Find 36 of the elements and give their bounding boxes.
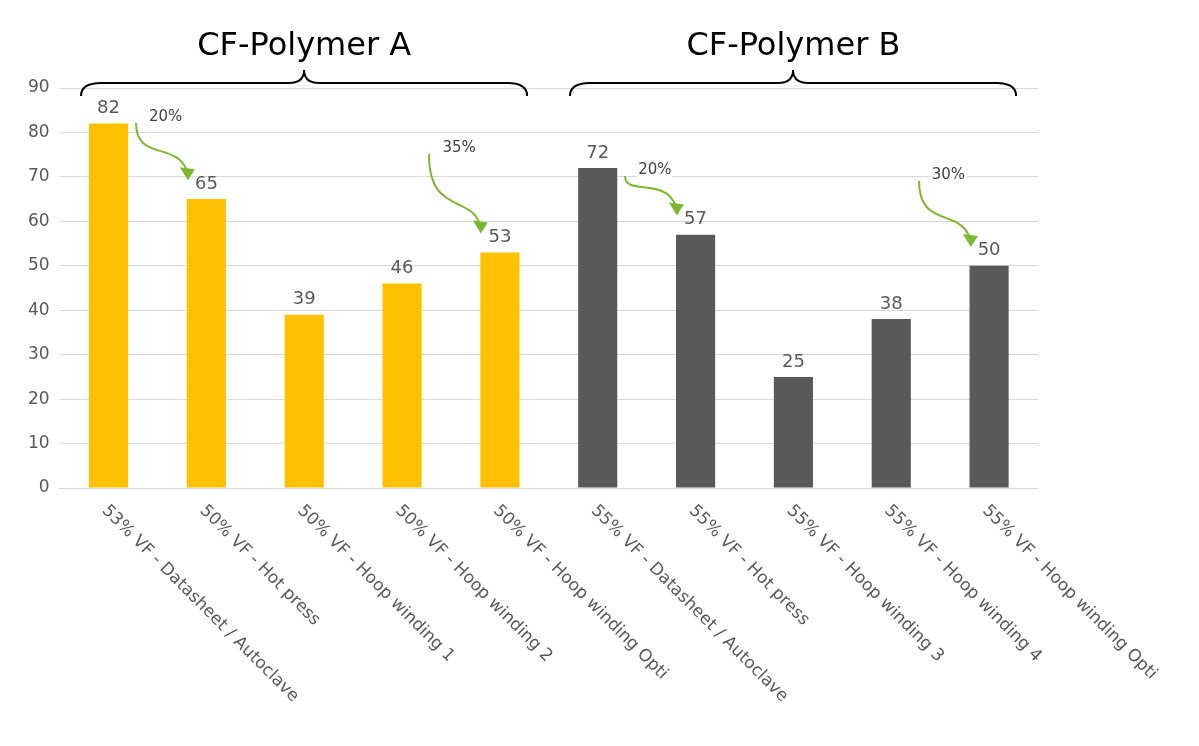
- y-tick-label: 70: [27, 165, 50, 186]
- bar: [969, 265, 1009, 488]
- y-tick-label: 0: [38, 476, 50, 497]
- y-tick-label: 40: [27, 298, 50, 319]
- bar: [871, 319, 911, 488]
- bar: [284, 314, 324, 488]
- bar: [578, 168, 618, 488]
- bar: [186, 199, 226, 488]
- data-label: 50: [977, 238, 1001, 260]
- bar: [676, 234, 716, 488]
- bar: [480, 252, 520, 488]
- annotation: 20%: [637, 160, 673, 179]
- bar: [88, 123, 129, 488]
- annotation: 30%: [930, 164, 966, 183]
- y-tick-label: 90: [27, 76, 50, 97]
- bar: [382, 283, 422, 488]
- annotation: 35%: [441, 138, 477, 156]
- text: CF-Polymer B: [685, 24, 902, 64]
- data-label: 57: [684, 207, 708, 229]
- data-label: 82: [97, 96, 120, 118]
- y-tick-label: 30: [27, 343, 50, 364]
- data-label: 65: [194, 171, 218, 193]
- bar: [773, 376, 813, 488]
- data-label: 38: [879, 291, 903, 313]
- data-label: 39: [292, 287, 316, 309]
- data-label: 46: [390, 256, 414, 278]
- y-tick-label: 20: [27, 387, 50, 408]
- y-tick-label: 10: [27, 431, 50, 452]
- annotation: 20%: [147, 106, 184, 125]
- text: CF-Polymer A: [196, 24, 413, 64]
- data-label: 25: [781, 349, 805, 371]
- y-tick-label: 60: [27, 209, 50, 230]
- data-label: 72: [586, 140, 610, 162]
- data-label: 53: [488, 225, 512, 247]
- y-tick-label: 80: [27, 120, 50, 141]
- y-tick-label: 50: [27, 254, 50, 275]
